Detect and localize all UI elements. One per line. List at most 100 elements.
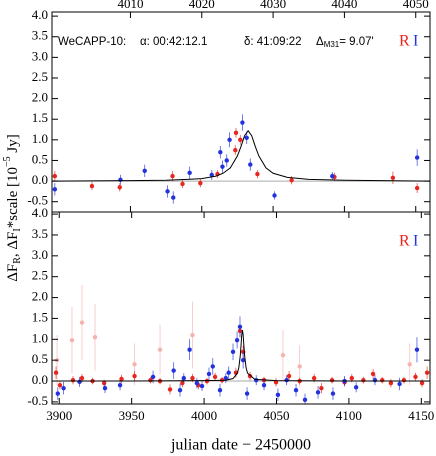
data-point [79, 320, 85, 325]
data-point [370, 371, 376, 377]
legend-entry: R [399, 233, 410, 250]
annotation-part: M31 [324, 40, 340, 49]
data-point [407, 362, 412, 367]
ylabel-part: , ΔF [5, 232, 21, 258]
y-tick-label: 1.0 [32, 330, 48, 345]
data-point [388, 380, 394, 386]
data-point [315, 390, 321, 395]
data-point [414, 347, 420, 352]
model-curve [52, 330, 430, 382]
x-tick-label: 4050 [403, 0, 429, 11]
legend-entry: I [413, 33, 418, 50]
data-point [167, 387, 173, 392]
data-point [361, 378, 366, 383]
data-point [230, 349, 236, 355]
y-tick-label: 0.5 [32, 351, 48, 366]
data-point [181, 375, 186, 381]
data-point [165, 189, 170, 194]
data-point [223, 375, 228, 381]
plot-frame [51, 211, 431, 405]
data-point [194, 380, 200, 386]
data-point [92, 335, 98, 340]
plot-area [52, 285, 430, 404]
data-point [77, 379, 82, 385]
x-tick-label: 3900 [46, 408, 72, 423]
annotation: ΔM31= 9.07' [316, 36, 374, 49]
data-point [248, 162, 253, 167]
data-point [57, 383, 63, 388]
data-point [187, 347, 192, 352]
y-tick-label: 2.5 [32, 268, 48, 283]
x-tick-label: 4000 [191, 408, 217, 423]
data-point [255, 171, 260, 177]
data-point [209, 172, 214, 178]
data-point [102, 385, 108, 391]
data-point [132, 362, 137, 367]
data-point [101, 380, 107, 386]
y-tick-label: 3.0 [32, 247, 48, 262]
data-point [117, 383, 123, 388]
x-tick-label: 4010 [117, 0, 143, 11]
data-point [372, 378, 378, 383]
x-tick-label: 4100 [336, 408, 362, 423]
data-point [180, 181, 185, 187]
ylabel-part: *scale [10 [5, 167, 21, 228]
data-point [53, 370, 59, 375]
data-point [171, 195, 176, 200]
data-point [117, 185, 122, 190]
data-point [132, 373, 137, 379]
data-point [234, 337, 240, 343]
data-point [70, 378, 76, 383]
data-point [414, 185, 420, 191]
data-point [244, 391, 250, 396]
y-tick-label: 2.0 [32, 90, 48, 105]
y-tick-label: 3.0 [32, 48, 48, 63]
ylabel-part: R [12, 257, 23, 264]
annotation-part: Δ [316, 36, 324, 48]
data-point [224, 158, 229, 163]
x-tick-label: 4040 [331, 0, 357, 11]
data-point [227, 137, 232, 143]
x-tick-label: 4150 [408, 408, 434, 423]
data-point [52, 173, 58, 179]
ylabel-part: I [12, 228, 23, 231]
data-point [397, 381, 402, 387]
data-point [61, 385, 66, 391]
data-point [311, 375, 317, 381]
legend-entry: I [413, 233, 418, 250]
data-point [414, 155, 420, 160]
y-tick-label: 1.5 [32, 309, 48, 324]
data-point [286, 373, 292, 379]
data-point [52, 187, 58, 192]
y-axis-label: ΔFR, ΔFI*scale [10−5 Jy] [2, 134, 23, 281]
data-point [210, 364, 215, 369]
y-tick-label: 3.5 [32, 28, 48, 43]
data-point [240, 357, 246, 363]
x-tick-label: 4030 [260, 0, 286, 11]
annotation: δ: 41:09:22 [244, 36, 302, 48]
data-point [190, 375, 195, 381]
data-point [289, 178, 294, 183]
data-point [237, 324, 243, 329]
plot-area [52, 114, 430, 204]
x-tick-label: 4050 [263, 408, 289, 423]
data-point [190, 332, 195, 338]
data-point [171, 368, 176, 373]
data-point [55, 391, 60, 396]
annotation-part: = 9.07' [339, 36, 374, 48]
data-point [199, 383, 205, 389]
data-point [390, 175, 396, 180]
data-point [297, 364, 302, 369]
x-tick-label: 4020 [189, 0, 215, 11]
y-tick-label: 2.0 [32, 289, 48, 304]
data-point [424, 370, 430, 375]
data-point [349, 375, 354, 381]
data-point [118, 177, 123, 183]
data-point [280, 352, 286, 358]
data-point [380, 378, 385, 383]
model-curve [52, 129, 430, 182]
y-tick-label: 3.5 [32, 226, 48, 241]
y-tick-label: 0.5 [32, 151, 48, 166]
data-point [218, 150, 223, 155]
